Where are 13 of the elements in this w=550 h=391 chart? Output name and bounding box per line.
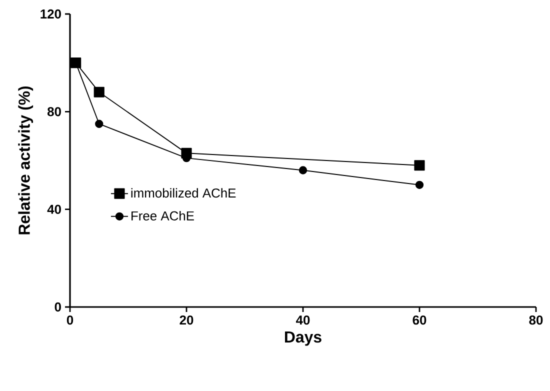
y-tick-label: 40 (47, 204, 61, 214)
x-tick-label: 20 (180, 316, 194, 325)
y-axis-title: Relative activity (%) (18, 86, 34, 234)
x-tick-label: 40 (296, 316, 310, 325)
y-tick-label: 0 (54, 302, 61, 312)
y-tick-label: 80 (47, 107, 61, 116)
x-axis-title: Days (285, 332, 322, 346)
x-tick-label: 0 (66, 316, 74, 325)
legend-label: immobilized AChE (131, 188, 236, 198)
legend-label: Free AChE (132, 210, 194, 220)
y-tick-label: 120 (40, 9, 61, 19)
x-tick-label: 60 (412, 316, 426, 325)
x-tick-label: 80 (529, 316, 543, 325)
